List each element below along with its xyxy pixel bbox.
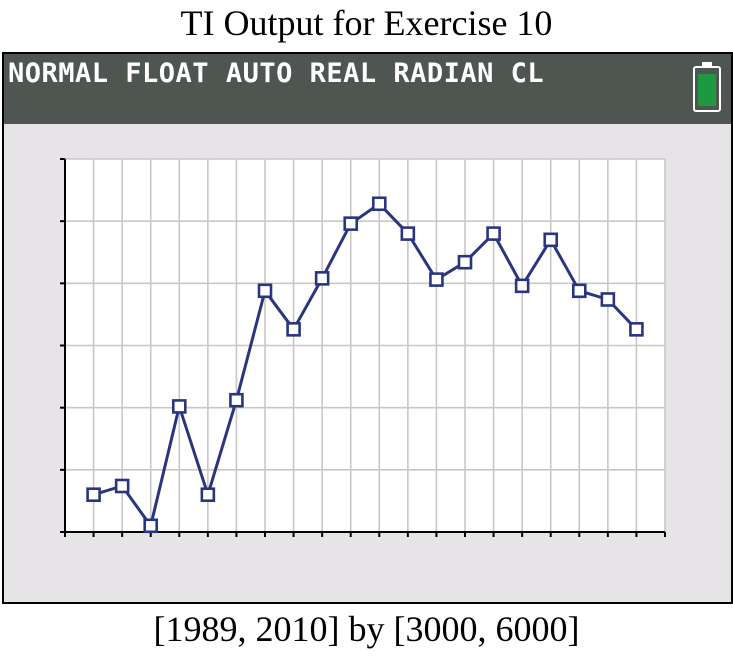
data-point-marker — [629, 322, 644, 337]
data-point-marker — [514, 278, 530, 294]
data-point-marker — [314, 271, 330, 286]
line-chart — [60, 158, 666, 537]
data-point-marker — [114, 478, 130, 494]
data-point-marker — [543, 232, 559, 248]
mode-status-text: NORMAL FLOAT AUTO REAL RADIAN CL — [8, 58, 545, 89]
data-point-marker — [486, 226, 501, 241]
data-point-marker — [343, 216, 359, 231]
data-point-marker — [600, 292, 616, 307]
data-point-marker — [286, 322, 301, 337]
battery-icon — [693, 62, 721, 112]
data-point-marker — [429, 272, 444, 287]
series-line — [93, 202, 638, 528]
figure-title: TI Output for Exercise 10 — [180, 3, 553, 43]
data-point-marker — [143, 518, 159, 534]
data-point-marker — [171, 399, 187, 414]
window-caption: [1989, 2010] by [3000, 6000] — [153, 609, 580, 649]
data-point-marker — [257, 283, 273, 299]
data-point-marker — [86, 487, 101, 503]
data-point-marker — [371, 196, 387, 212]
data-point-marker — [200, 487, 216, 503]
data-point-marker — [457, 254, 473, 270]
data-point-marker — [229, 392, 244, 408]
data-point-marker — [400, 226, 416, 241]
battery-level — [698, 74, 716, 106]
status-bar: NORMAL FLOAT AUTO REAL RADIAN CL — [4, 54, 731, 124]
data-point-marker — [571, 283, 587, 299]
